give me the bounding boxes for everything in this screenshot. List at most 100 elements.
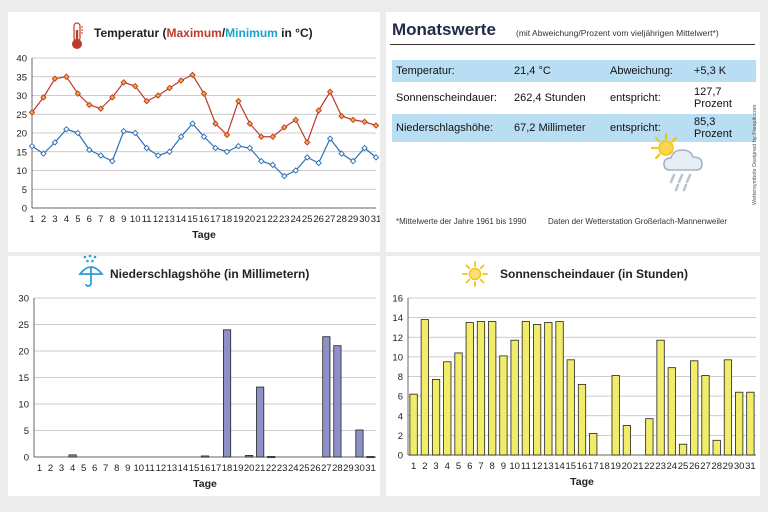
data-point-min: [51, 139, 59, 146]
bar: [645, 418, 654, 456]
bar: [622, 425, 632, 456]
bar: [465, 322, 474, 456]
x-tick-label: 20: [244, 463, 255, 474]
data-point-min: [40, 150, 47, 157]
x-tick-label: 28: [336, 214, 347, 225]
x-tick-label: 23: [279, 214, 290, 225]
title-minimum: Minimum: [225, 26, 278, 40]
row-value: 67,2 Millimeter: [510, 114, 606, 142]
row-label: Temperatur:: [392, 60, 510, 82]
table-row: Niederschlagshöhe: 67,2 Millimeter entsp…: [392, 114, 756, 142]
data-point-min: [131, 129, 139, 137]
temperature-panel: [8, 12, 380, 252]
data-point-min: [200, 133, 208, 140]
data-point-max: [349, 116, 357, 124]
data-point-max: [338, 112, 345, 120]
x-tick-label: 10: [134, 463, 145, 474]
data-point-max: [63, 73, 70, 80]
bar: [488, 321, 497, 456]
x-tick-label: 12: [153, 214, 164, 225]
bar: [355, 429, 364, 458]
x-tick-label: 3: [52, 214, 57, 225]
x-tick-label: 12: [532, 461, 543, 472]
row-compare-value: 127,7 Prozent: [690, 84, 756, 112]
x-tick-label: 7: [103, 463, 108, 474]
monatswerte-title: Monatswerte: [392, 20, 496, 39]
x-tick-label: 11: [145, 463, 155, 474]
x-tick-label: 22: [266, 463, 277, 474]
title-prefix: Temperatur (: [94, 26, 167, 40]
sun-cloud-rain-icon: [644, 130, 720, 194]
data-point-max: [189, 71, 196, 79]
x-tick-label: 22: [268, 214, 279, 225]
bar: [723, 359, 733, 456]
x-tick-label: 15: [565, 461, 576, 472]
series-line-max: [31, 74, 377, 144]
data-point-min: [109, 157, 116, 165]
title-slash: /: [221, 26, 226, 40]
data-point-min: [28, 142, 36, 150]
bar: [589, 433, 598, 456]
x-tick-label: 26: [689, 461, 700, 472]
bar: [544, 322, 553, 456]
y-tick-label: 2: [398, 431, 403, 442]
bar: [443, 361, 452, 456]
x-tick-label: 4: [64, 214, 69, 225]
data-point-min: [338, 150, 345, 157]
y-tick-label: 12: [392, 333, 403, 344]
bar: [366, 456, 375, 459]
y-tick-label: 25: [18, 320, 29, 331]
data-point-max: [258, 133, 265, 140]
x-tick-label: 21: [633, 461, 644, 472]
bar: [499, 355, 508, 456]
x-tick-label: 9: [501, 461, 506, 472]
series-line-min: [31, 122, 377, 177]
bar: [712, 439, 721, 456]
title-suffix: in °C): [277, 26, 313, 40]
data-point-min: [281, 172, 288, 180]
data-point-max: [361, 118, 368, 125]
x-tick-label: 15: [187, 214, 198, 225]
precip-chart-title: Niederschlagshöhe (in Millimetern): [110, 267, 310, 281]
x-tick-label: 13: [167, 463, 178, 474]
data-point-min: [246, 144, 254, 152]
bar: [521, 321, 530, 456]
y-tick-label: 16: [392, 294, 403, 305]
x-tick-label: 27: [700, 461, 711, 472]
bar: [510, 339, 519, 456]
y-tick-label: 6: [398, 392, 403, 403]
data-point-max: [292, 116, 299, 124]
x-tick-label: 26: [313, 214, 324, 225]
footnote: *Mittelwerte der Jahre 1961 bis 1990: [396, 217, 527, 226]
x-tick-label: 27: [325, 214, 336, 225]
data-point-min: [315, 159, 322, 167]
data-point-max: [235, 97, 242, 105]
x-tick-label: 30: [354, 463, 365, 474]
bar: [256, 386, 265, 458]
data-point-min: [235, 142, 242, 150]
x-tick-label: 26: [310, 463, 321, 474]
data-point-max: [120, 79, 127, 86]
thermometer-icon: [68, 22, 86, 50]
x-tick-label: 28: [711, 461, 722, 472]
x-tick-label: 3: [59, 463, 64, 474]
x-axis-label: Tage: [570, 476, 594, 488]
row-compare-label: entspricht:: [606, 84, 690, 112]
x-tick-label: 11: [521, 461, 531, 472]
x-tick-label: 22: [644, 461, 655, 472]
bar: [611, 375, 620, 456]
x-tick-label: 8: [110, 214, 115, 225]
data-point-min: [97, 152, 105, 159]
row-value: 262,4 Stunden: [510, 84, 606, 112]
data-point-max: [315, 107, 322, 114]
x-tick-label: 8: [114, 463, 119, 474]
data-point-min: [258, 157, 265, 165]
bar: [454, 352, 463, 456]
data-point-min: [63, 126, 70, 133]
data-point-max: [131, 82, 139, 90]
x-tick-label: 28: [332, 463, 343, 474]
y-tick-label: 15: [16, 147, 27, 158]
y-tick-label: 0: [398, 451, 403, 462]
y-tick-label: 14: [392, 313, 403, 324]
row-compare-label: entspricht:: [606, 114, 690, 142]
